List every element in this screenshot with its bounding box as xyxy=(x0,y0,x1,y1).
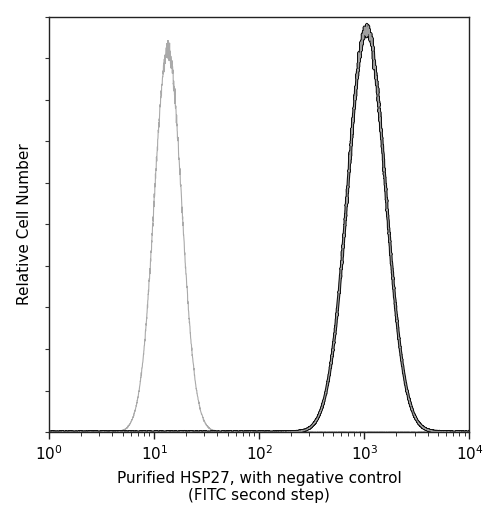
Y-axis label: Relative Cell Number: Relative Cell Number xyxy=(16,144,32,305)
X-axis label: Purified HSP27, with negative control
(FITC second step): Purified HSP27, with negative control (F… xyxy=(117,471,402,503)
